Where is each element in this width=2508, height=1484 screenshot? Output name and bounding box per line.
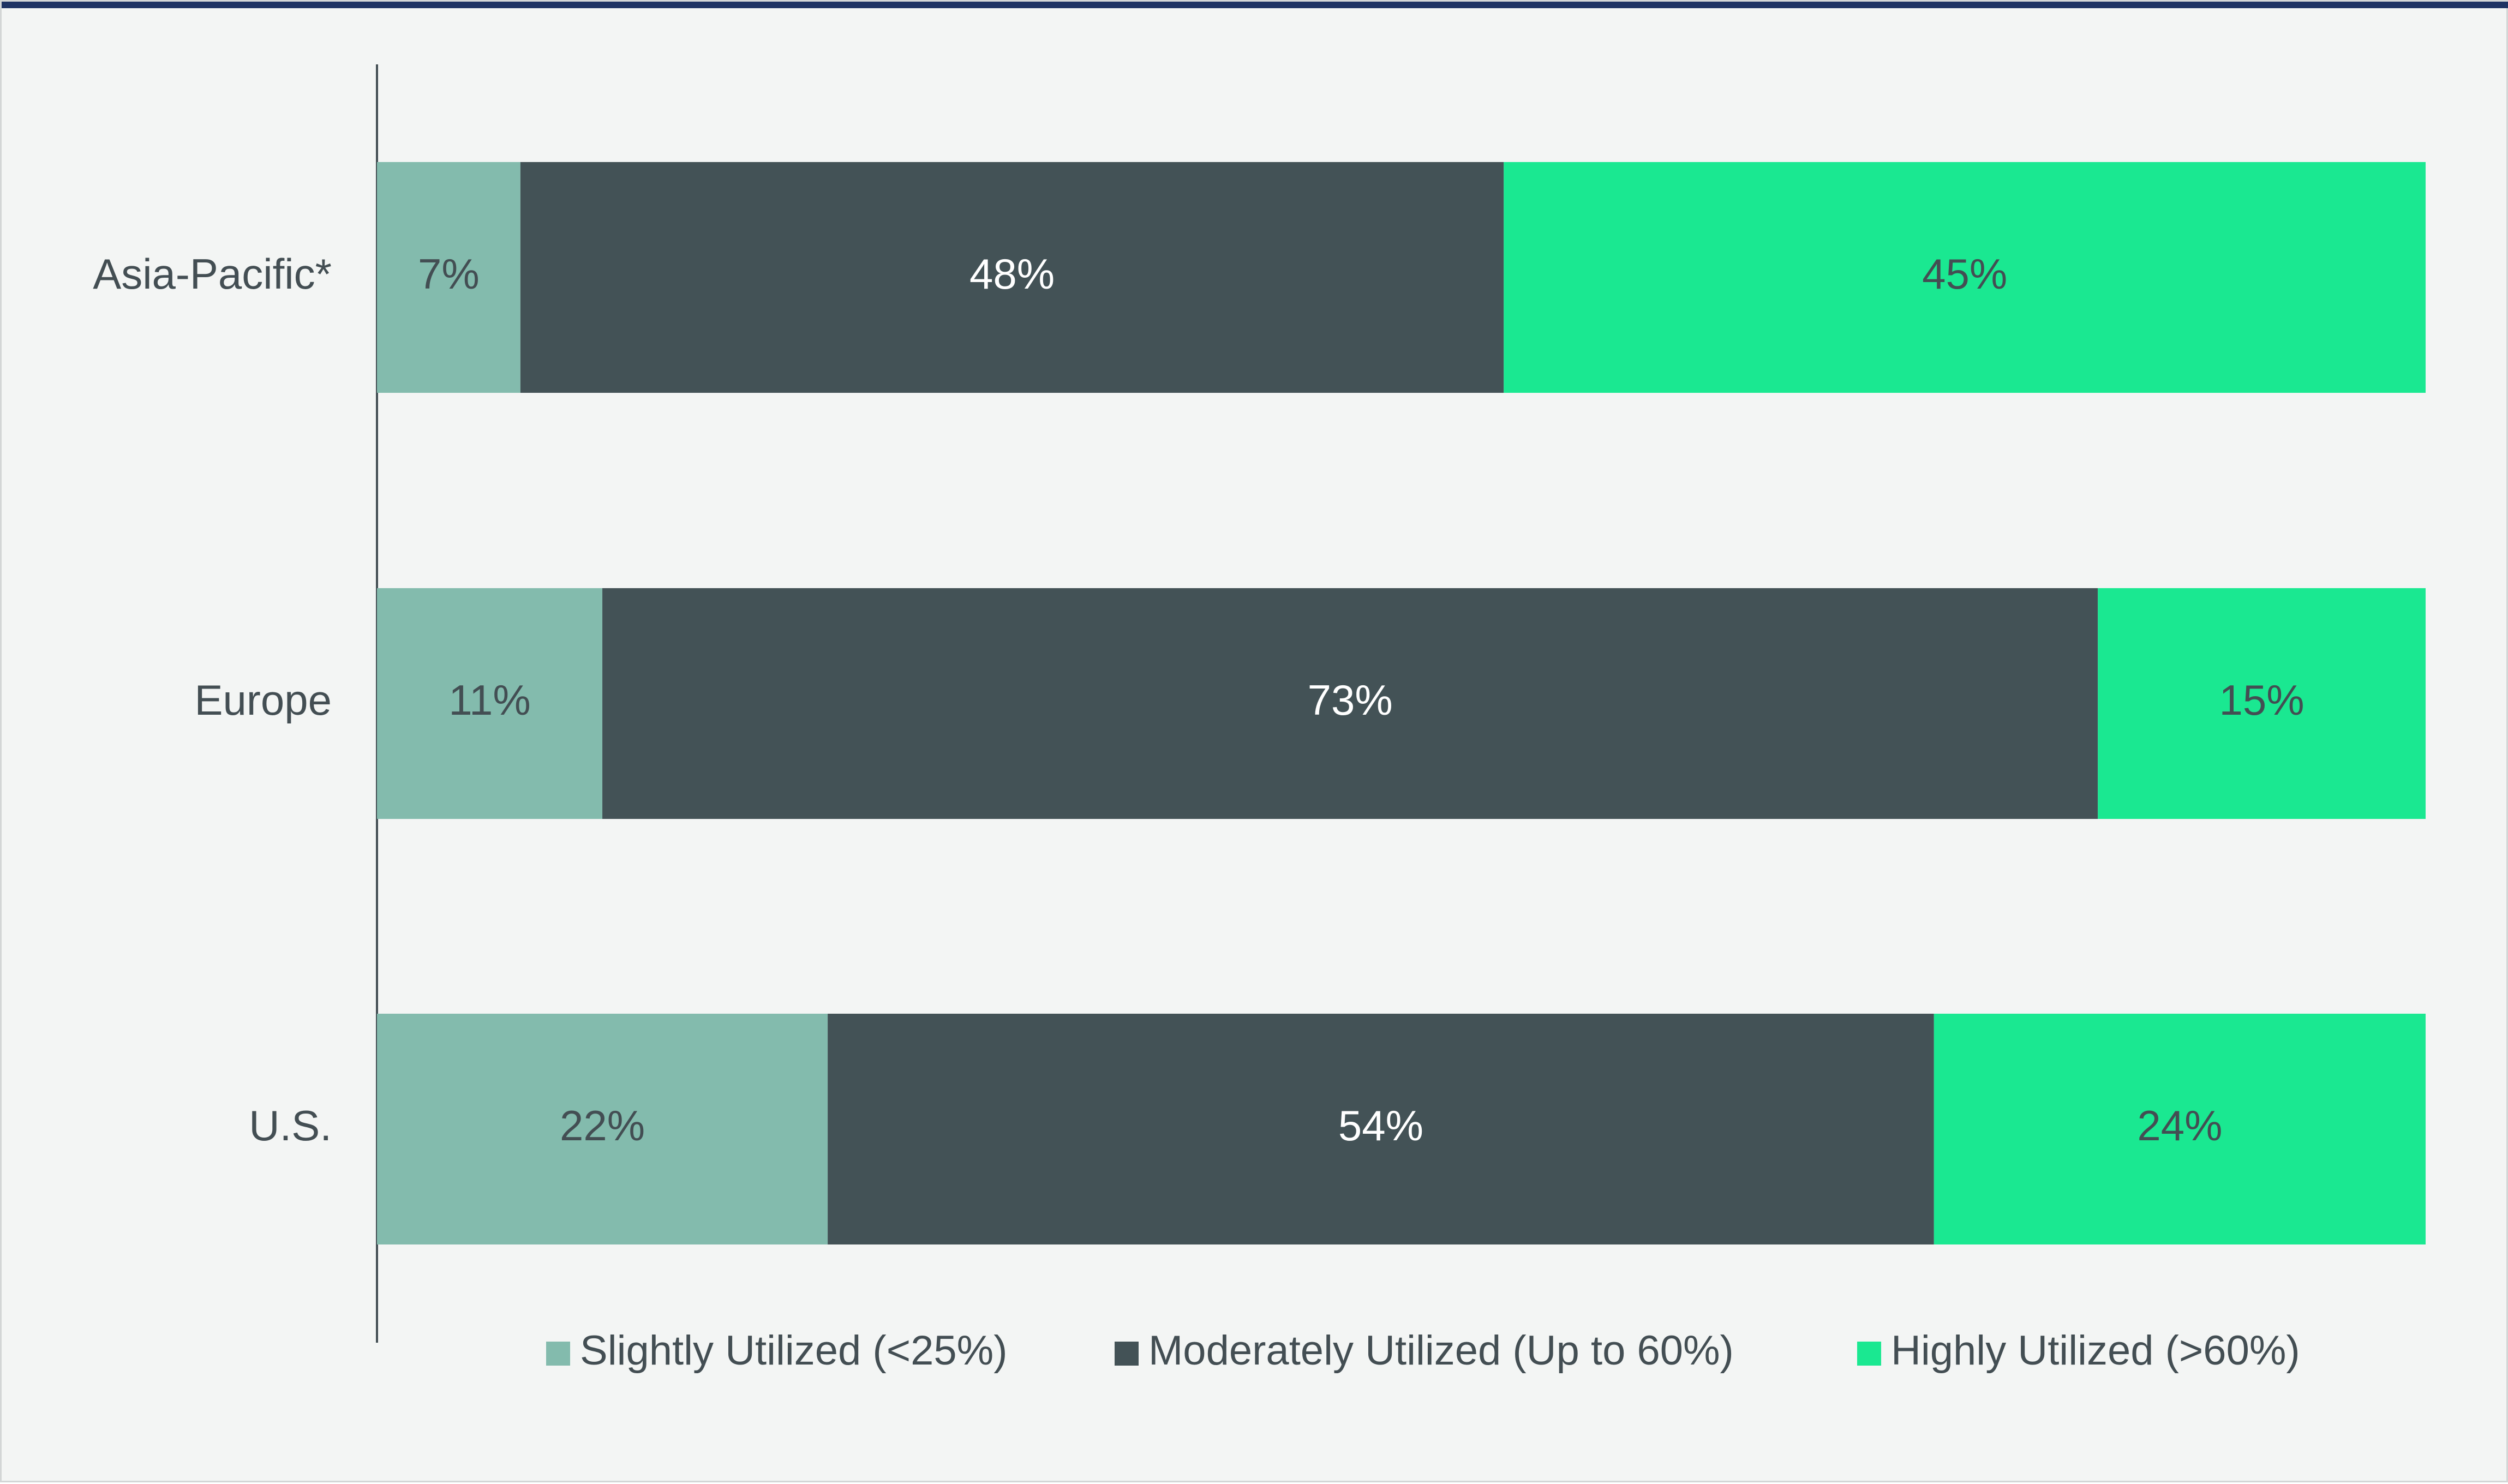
data-label-u-s-highly-utilized-60: 24% xyxy=(2137,1102,2222,1150)
bar-segment-asia-pacific-highly-utilized-60 xyxy=(1504,162,2426,393)
data-label-europe-moderately-utilized-up-to-60: 73% xyxy=(1308,676,1393,724)
bars-layer: Asia-Pacific* 7% 48% 45% Europe 11% 73% 15% U.S.… xyxy=(93,162,2426,1244)
data-label-asia-pacific-highly-utilized-60: 45% xyxy=(1922,250,2007,298)
bar-segment-u-s-slightly-utilized-25 xyxy=(377,1014,828,1244)
legend-swatch xyxy=(1115,1342,1139,1366)
top-rule xyxy=(2,2,2508,8)
data-label-asia-pacific-moderately-utilized-up-to-60: 48% xyxy=(969,250,1055,298)
data-label-europe-highly-utilized-60: 15% xyxy=(2219,676,2305,724)
bar-segment-asia-pacific-moderately-utilized-up-to-60 xyxy=(520,162,1504,393)
bar-segment-europe-slightly-utilized-25 xyxy=(377,588,603,819)
category-label-europe: Europe xyxy=(194,676,332,724)
legend-item-moderately-utilized-up-to-60: Moderately Utilized (Up to 60%) xyxy=(1115,1327,1734,1374)
category-label-asia-pacific: Asia-Pacific* xyxy=(93,250,332,298)
bar-segment-u-s-moderately-utilized-up-to-60 xyxy=(828,1014,1934,1244)
category-label-u-s: U.S. xyxy=(249,1102,332,1150)
data-label-europe-slightly-utilized-25: 11% xyxy=(448,676,530,724)
data-label-u-s-slightly-utilized-25: 22% xyxy=(560,1102,645,1150)
bar-segment-europe-highly-utilized-60 xyxy=(2098,588,2426,819)
bar-segment-europe-moderately-utilized-up-to-60 xyxy=(602,588,2098,819)
bar-segment-u-s-highly-utilized-60 xyxy=(1934,1014,2426,1244)
legend-label: Moderately Utilized (Up to 60%) xyxy=(1148,1327,1734,1374)
legend-item-highly-utilized-60: Highly Utilized (>60%) xyxy=(1857,1327,2300,1374)
legend-label: Highly Utilized (>60%) xyxy=(1891,1327,2300,1374)
data-label-u-s-moderately-utilized-up-to-60: 54% xyxy=(1338,1102,1423,1150)
legend: Slightly Utilized (<25%) Moderately Utili… xyxy=(546,1327,2300,1374)
legend-item-slightly-utilized-25: Slightly Utilized (<25%) xyxy=(546,1327,1008,1374)
bar-segment-asia-pacific-slightly-utilized-25 xyxy=(377,162,520,393)
legend-swatch xyxy=(1857,1342,1881,1366)
data-label-asia-pacific-slightly-utilized-25: 7% xyxy=(418,250,480,298)
legend-label: Slightly Utilized (<25%) xyxy=(580,1327,1008,1374)
legend-swatch xyxy=(546,1342,570,1366)
